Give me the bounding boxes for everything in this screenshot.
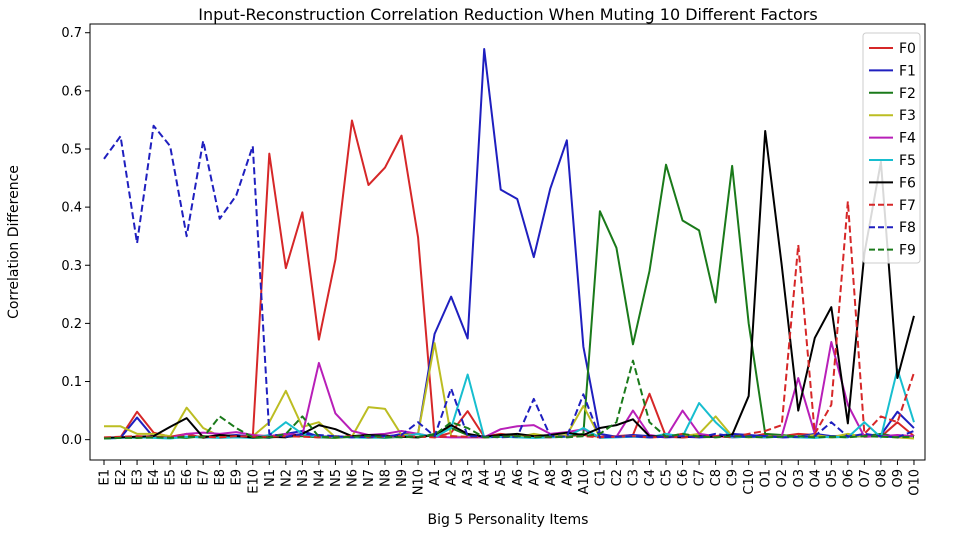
- legend-label: F8: [899, 220, 916, 236]
- x-tick-label: E3: [131, 469, 146, 486]
- x-tick-label: C7: [693, 469, 708, 486]
- x-tick-label: E8: [213, 469, 228, 486]
- series-lines: [103, 48, 915, 440]
- x-tick-label: O9: [891, 469, 906, 488]
- x-tick-label: N3: [296, 469, 311, 487]
- x-tick-label: E10: [246, 469, 261, 494]
- legend-label: F6: [899, 175, 916, 191]
- x-tick-label: N5: [329, 469, 344, 487]
- x-tick-label: O1: [759, 469, 774, 488]
- x-tick-label: E9: [230, 469, 245, 486]
- x-tick-label: N10: [412, 469, 427, 495]
- x-tick-label: O6: [841, 469, 856, 488]
- x-tick-label: E7: [197, 469, 212, 486]
- x-tick-label: N8: [379, 469, 394, 487]
- x-axis-title: Big 5 Personality Items: [428, 512, 589, 528]
- x-tick-label: N2: [279, 469, 294, 487]
- x-tick-label: C10: [742, 469, 757, 495]
- y-tick-label: 0.2: [61, 317, 82, 332]
- series-line-f0: [103, 119, 915, 439]
- y-tick-label: 0.3: [61, 259, 82, 274]
- legend-label: F4: [899, 131, 916, 147]
- legend-label: F1: [899, 63, 916, 79]
- series-line-f6: [103, 129, 915, 439]
- x-tick-label: C8: [709, 469, 724, 486]
- x-tick-label: C6: [676, 469, 691, 486]
- y-tick-label: 0.1: [61, 375, 82, 390]
- x-tick-label: C2: [610, 469, 625, 486]
- x-tick-label: C3: [626, 469, 641, 486]
- x-tick-label: N6: [345, 469, 360, 487]
- legend-label: F9: [899, 243, 916, 259]
- y-axis-title: Correlation Difference: [6, 165, 22, 319]
- x-tick-label: A1: [428, 469, 443, 486]
- x-tick-label: A8: [544, 469, 559, 486]
- y-tick-label: 0.0: [61, 433, 82, 448]
- series-line-f8: [103, 124, 915, 439]
- x-tick-label: O8: [874, 469, 889, 488]
- legend-label: F0: [899, 41, 916, 57]
- legend-label: F3: [899, 108, 916, 124]
- series-line-f9: [103, 359, 915, 440]
- y-tick-label: 0.7: [61, 26, 82, 41]
- x-tick-label: O2: [775, 469, 790, 488]
- x-tick-label: A9: [560, 469, 575, 486]
- y-tick-label: 0.5: [61, 142, 82, 157]
- x-tick-label: A5: [494, 469, 509, 486]
- legend: F0 F1 F2 F3 F4 F5 F6 F7 F8 F9: [862, 32, 921, 264]
- x-tick-label: N4: [312, 469, 327, 487]
- x-tick-label: E1: [98, 469, 113, 486]
- legend-label: F2: [899, 86, 916, 102]
- x-tick-label: E4: [147, 469, 162, 486]
- x-tick-label: C5: [660, 469, 675, 486]
- x-tick-label: O3: [792, 469, 807, 488]
- x-tick-label: A3: [461, 469, 476, 486]
- x-tick-label: N7: [362, 469, 377, 487]
- series-line-f1: [103, 48, 915, 440]
- y-tick-label: 0.4: [61, 201, 82, 216]
- y-axis: 0.0 0.1 0.2 0.3 0.4 0.5 0.6 0.7: [61, 26, 90, 448]
- legend-label: F7: [899, 198, 916, 214]
- x-tick-label: E5: [164, 469, 179, 486]
- x-tick-label: O10: [907, 469, 922, 496]
- plot-frame: [89, 23, 926, 461]
- x-tick-label: A4: [478, 469, 493, 486]
- x-tick-label: N1: [263, 469, 278, 487]
- x-tick-label: A10: [577, 469, 592, 494]
- x-tick-label: O4: [808, 469, 823, 488]
- x-tick-label: C1: [593, 469, 608, 486]
- x-tick-label: C9: [726, 469, 741, 486]
- x-tick-label: E6: [180, 469, 195, 486]
- x-tick-label: A6: [511, 469, 526, 486]
- x-tick-label: A2: [445, 469, 460, 486]
- x-tick-label: O5: [825, 469, 840, 488]
- y-tick-label: 0.6: [61, 84, 82, 99]
- x-tick-label: O7: [858, 469, 873, 488]
- chart-title: Input-Reconstruction Correlation Reducti…: [198, 5, 817, 24]
- x-tick-label: A7: [527, 469, 542, 486]
- legend-label: F5: [899, 153, 916, 169]
- legend-box: [862, 32, 921, 264]
- x-tick-label: N9: [395, 469, 410, 487]
- x-tick-label: E2: [114, 469, 129, 486]
- x-tick-label: C4: [643, 469, 658, 486]
- x-axis: E1 E2 E3 E4 E5 E6 E7 E8 E9 E10 N1 N2 N3 N4 N5 N6 N7 N8 N9 N…: [98, 460, 922, 496]
